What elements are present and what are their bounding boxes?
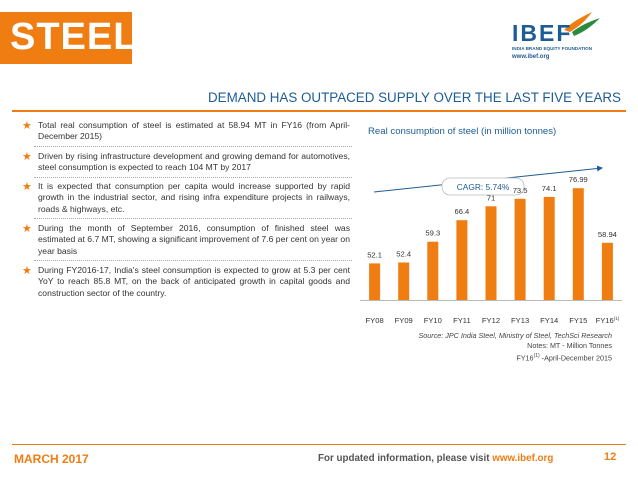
cagr-box: CAGR: 5.74% <box>441 177 525 196</box>
bullet-text: Driven by rising infrastructure developm… <box>38 150 350 172</box>
page-number: 12 <box>604 451 617 463</box>
section-title-box: STEEL <box>0 12 136 64</box>
value-label: 59.3 <box>425 229 440 238</box>
bullet-item: ★ During the month of September 2016, con… <box>22 223 350 257</box>
bar-fy13 <box>514 198 526 300</box>
bar-fy15 <box>572 188 584 300</box>
value-label: 74.1 <box>542 184 557 193</box>
bullet-text: During the month of September 2016, cons… <box>38 223 350 256</box>
bar-fy16 <box>601 242 613 300</box>
category-label: FY11 <box>453 316 471 325</box>
bullet-text: During FY2016-17, India's steel consumpt… <box>38 264 350 298</box>
value-label: 52.4 <box>396 250 411 259</box>
bullet-item: ★ During FY2016-17, India's steel consump… <box>22 264 350 299</box>
value-label: 52.1 <box>367 250 382 259</box>
bullet-item: ★ Driven by rising infrastructure develop… <box>22 150 350 174</box>
bullet-item: ★ Total real consumption of steel is esti… <box>22 120 350 143</box>
bar-fy10 <box>427 241 439 300</box>
star-bullet-icon: ★ <box>22 181 32 194</box>
bullet-separator <box>34 177 352 178</box>
value-label: 71 <box>487 193 495 202</box>
bullet-text: Total real consumption of steel is estim… <box>38 120 350 142</box>
category-label: FY10 <box>424 316 442 325</box>
note-source: Source: JPC India Steel, Ministry of Ste… <box>418 331 612 340</box>
category-label: FY15 <box>569 316 587 325</box>
bullet-separator <box>34 146 352 147</box>
bullet-list: ★ Total real consumption of steel is esti… <box>22 120 350 307</box>
bullet-item: ★ It is expected that consumption per cap… <box>22 181 350 215</box>
chart-title: Real consumption of steel (in million to… <box>368 126 557 137</box>
bar-fy11 <box>456 220 468 300</box>
category-label: FY13 <box>511 316 529 325</box>
note-period: FY16(1) -April-December 2015 <box>516 353 612 363</box>
footer-divider <box>12 444 626 445</box>
bullet-separator <box>34 260 352 261</box>
star-bullet-icon: ★ <box>22 120 32 132</box>
star-bullet-icon: ★ <box>22 264 32 277</box>
category-label: FY09 <box>395 316 413 325</box>
logo-subtitle: INDIA BRAND EQUITY FOUNDATION <box>512 46 593 51</box>
bar-fy12 <box>485 206 497 300</box>
logo-text: IBEF <box>512 20 573 46</box>
ibef-logo[interactable]: IBEF INDIA BRAND EQUITY FOUNDATION www.i… <box>512 10 632 66</box>
value-label: 73.5 <box>513 186 528 195</box>
category-label: FY12 <box>482 316 500 325</box>
footer-url-link[interactable]: www.ibef.org <box>492 453 554 464</box>
category-label: FY16(1) <box>596 316 620 325</box>
bar-fy08 <box>369 263 381 300</box>
chart-notes: Source: JPC India Steel, Ministry of Ste… <box>360 331 612 363</box>
logo-url[interactable]: www.ibef.org <box>512 54 550 60</box>
category-label: FY14 <box>540 316 558 325</box>
bullet-separator <box>34 218 352 219</box>
footer-date: MARCH 2017 <box>14 452 89 466</box>
bar-fy09 <box>398 262 410 300</box>
note-units: Notes: MT - Million Tonnes <box>527 341 612 350</box>
bird-icon <box>564 12 600 36</box>
category-label: FY08 <box>366 316 384 325</box>
bullet-text: It is expected that consumption per capi… <box>38 181 350 214</box>
star-bullet-icon: ★ <box>22 223 32 236</box>
header-band: STEEL IBEF INDIA BRAND EQUITY FOUNDATION… <box>0 0 638 72</box>
heading-divider <box>12 110 626 112</box>
value-label: 58.94 <box>598 230 617 239</box>
value-label: 66.4 <box>455 207 470 216</box>
section-title: STEEL <box>10 16 138 58</box>
consumption-bar-chart: CAGR: 5.74% 52.1 FY08 52.4 FY09 59.3 FY10 66.4… <box>360 165 622 325</box>
slide-heading: DEMAND HAS OUTPACED SUPPLY OVER THE LAST… <box>208 90 621 105</box>
value-label: 76.99 <box>569 175 588 184</box>
bar-fy14 <box>543 196 555 300</box>
cagr-label: CAGR: 5.74% <box>457 182 510 192</box>
footer-text: For updated information, please visit ww… <box>318 453 554 464</box>
star-bullet-icon: ★ <box>22 150 32 163</box>
